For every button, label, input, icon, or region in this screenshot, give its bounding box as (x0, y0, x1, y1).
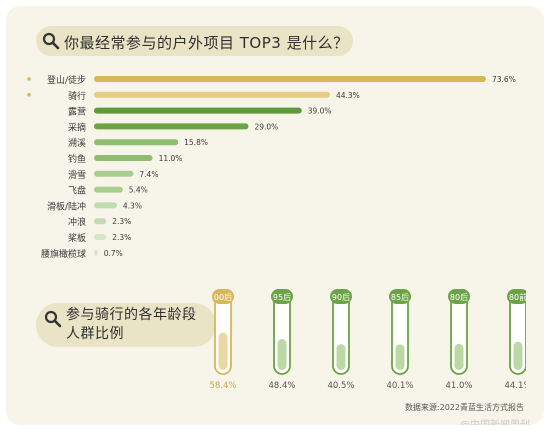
value-label: 40.5% (327, 381, 354, 391)
value-label: 4.3% (123, 201, 142, 210)
value-label: 44.3% (336, 91, 360, 100)
value-label: 39.0% (308, 107, 332, 116)
watermark: @中国新闻周刊 (460, 416, 530, 425)
age-group-label: 95后 (273, 292, 291, 302)
age-group-tag (271, 289, 293, 304)
thermometer-fill (218, 332, 228, 370)
value-label: 40.1% (386, 381, 413, 391)
top-marker-dot (27, 93, 31, 97)
category-label: 采摘 (68, 121, 86, 133)
title-pill-1 (36, 26, 353, 56)
age-group-tag (507, 289, 526, 304)
bar (94, 249, 98, 256)
bar (94, 234, 107, 240)
value-label: 73.6% (492, 75, 516, 84)
bar (94, 123, 249, 130)
category-label: 露营 (68, 106, 86, 118)
value-label: 15.8% (184, 138, 208, 147)
category-label: 腰旗橄榄球 (41, 248, 86, 260)
bar (94, 91, 330, 98)
chart1-title: 你最经常参与的户外项目 TOP3 是什么？ (64, 34, 349, 52)
top-marker-dot (27, 77, 31, 81)
category-label: 飞盘 (68, 185, 86, 197)
category-label: 骑行 (68, 90, 86, 102)
category-label: 滑板/陆冲 (47, 200, 86, 212)
category-label: 桨板 (68, 232, 86, 244)
search-icon (44, 310, 62, 328)
category-label: 冲浪 (68, 216, 86, 228)
chart2-title: 参与骑行的各年龄段人群比例 (66, 307, 197, 342)
age-group-tag (330, 289, 352, 304)
value-label: 7.4% (139, 170, 158, 179)
bar (94, 139, 179, 146)
thermometer-fill (277, 339, 287, 370)
title-pill-2 (36, 303, 216, 347)
bar (94, 155, 153, 161)
bar (94, 107, 302, 114)
outdoor-activities-bar-chart: 登山/徒步 73.6% 骑行 44.3% 露营 39.0% 采摘 29.0% 溯溪 15.8% 钓鱼… (27, 74, 516, 260)
age-group-tag (212, 289, 234, 304)
value-label: 0.7% (104, 249, 123, 258)
age-group-tag (448, 289, 470, 304)
thermometer-fill (513, 341, 523, 370)
value-label: 5.4% (129, 186, 148, 195)
value-label: 58.4% (209, 381, 236, 391)
thermometer-fill (336, 344, 346, 370)
category-label: 钓鱼 (68, 153, 86, 165)
value-label: 2.3% (112, 233, 131, 242)
category-label: 溯溪 (68, 137, 86, 149)
value-label: 44.1% (504, 381, 526, 391)
age-group-label: 00后 (214, 292, 232, 302)
category-label: 滑雪 (68, 170, 86, 181)
value-label: 48.4% (268, 381, 295, 391)
bar (94, 186, 123, 193)
age-group-label: 80前 (509, 292, 526, 302)
value-label: 2.3% (112, 217, 131, 226)
bar (94, 170, 134, 177)
category-label: 登山/徒步 (47, 74, 86, 86)
thermometer-fill (395, 344, 405, 370)
value-label: 41.0% (445, 381, 472, 391)
age-group-tag (389, 289, 411, 304)
value-label: 11.0% (159, 154, 183, 163)
thermometer-fill (454, 343, 464, 370)
infographic-card: 你最经常参与的户外项目 TOP3 是什么？ 登山/徒步 73.6% 骑行 44.3% 露… (6, 6, 544, 425)
cycling-age-thermometer-chart: 00后 58.4% 95后 48.4% 90后 40.5% 85后 40.1% 80后 41.0%… (209, 289, 526, 391)
bar (94, 218, 107, 225)
bar (94, 76, 486, 82)
data-source: 数据来源:2022青蓝生活方式报告 (404, 403, 524, 412)
value-label: 29.0% (254, 122, 278, 131)
age-group-label: 80后 (450, 292, 468, 302)
age-group-label: 90后 (332, 292, 350, 302)
search-icon (42, 32, 60, 50)
bar (94, 202, 117, 209)
age-group-label: 85后 (391, 292, 409, 302)
